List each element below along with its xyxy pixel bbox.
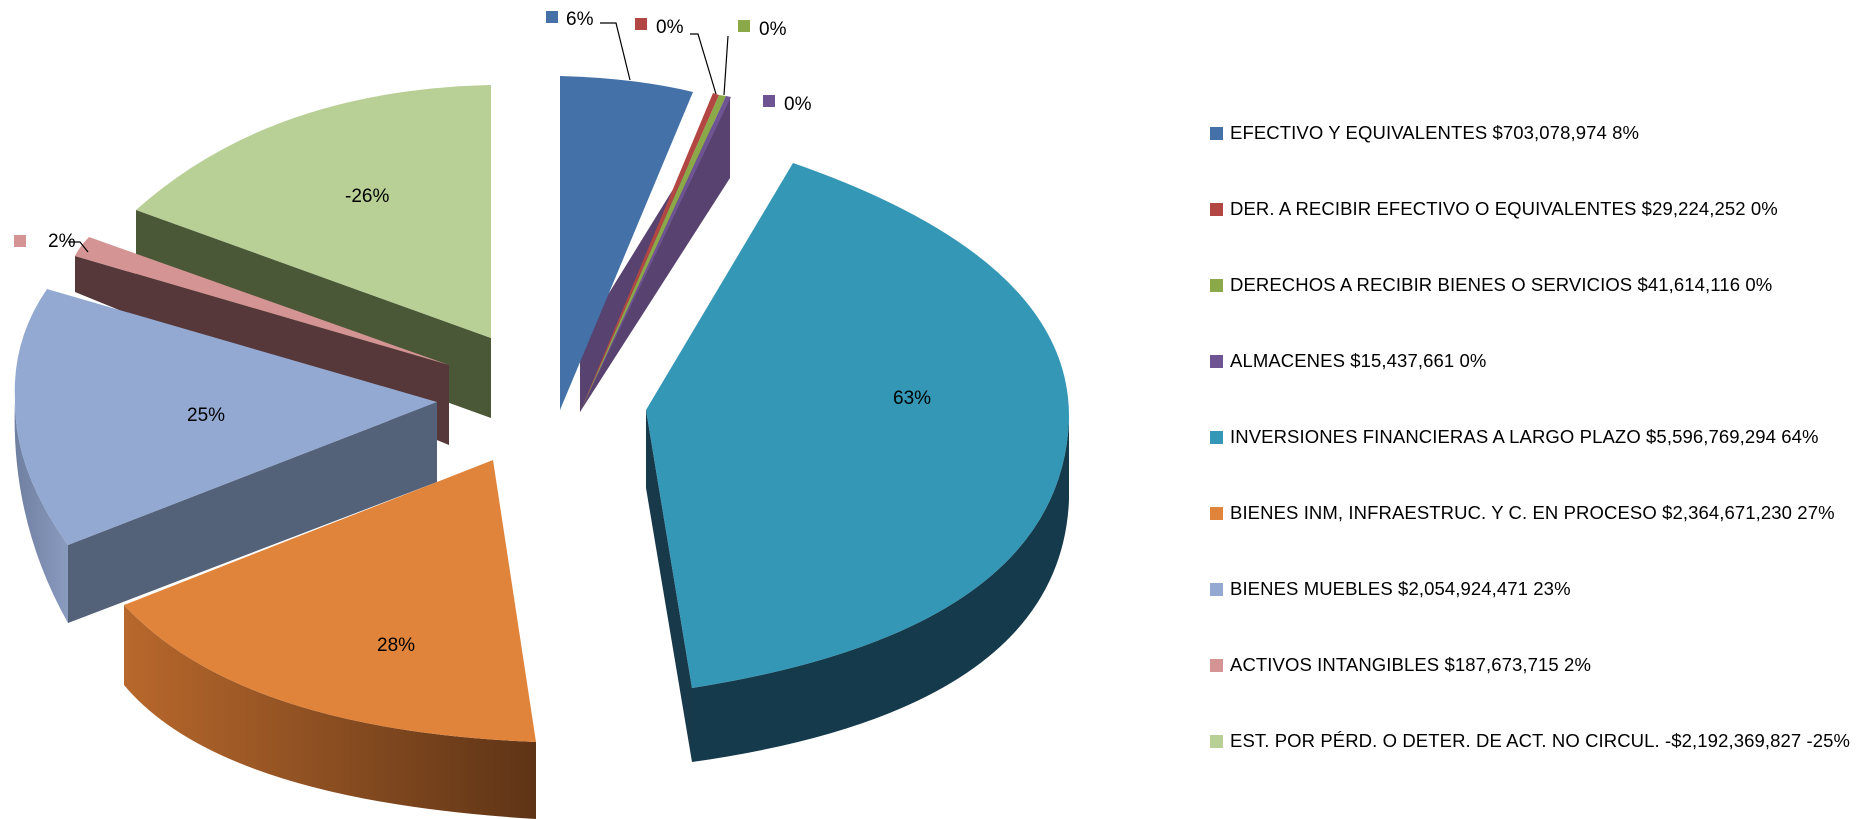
legend-label: INVERSIONES FINANCIERAS A LARGO PLAZO $5… [1230,426,1819,447]
pie-slice-inversiones-side [646,410,692,762]
pie-slice-derechos-bienes [580,95,726,412]
legend-swatch [1210,582,1223,596]
legend-swatch [1210,354,1223,368]
legend-item-activos-intangibles: ACTIVOS INTANGIBLES $187,673,715 2% [1210,652,1591,678]
legend-label: DER. A RECIBIR EFECTIVO O EQUIVALENTES $… [1230,198,1778,219]
data-label-estimacion-perdida: -26% [345,186,389,207]
legend-swatch [1210,278,1223,292]
pie-slice-bienes-muebles [14,289,438,545]
svg-text:2%: 2% [48,231,76,252]
legend-label: BIENES INM, INFRAESTRUC. Y C. EN PROCESO… [1230,502,1835,523]
pie-slice-bienes-muebles-side [68,402,437,623]
pie-slice-bienes-inmuebles [124,460,536,742]
legend-item-efectivo: EFECTIVO Y EQUIVALENTES $703,078,974 8% [1210,120,1639,146]
pie-slice-almacenes [580,96,731,412]
legend-item-bienes-inmuebles: BIENES INM, INFRAESTRUC. Y C. EN PROCESO… [1210,500,1835,526]
data-label-almacenes: 0% [763,94,812,115]
leader-line-activos-intangibles [68,241,89,253]
svg-text:0%: 0% [784,94,812,115]
legend-swatch [1210,734,1223,748]
data-label-efectivo: 6% [546,9,594,30]
leader-line-derechos-efectivo [690,33,717,95]
pie-slice-inversiones [646,163,1070,688]
svg-text:6%: 6% [566,9,594,30]
pie-slice-bienes-inmuebles-side [124,605,536,819]
legend-swatch [1210,506,1223,520]
legend-label: ALMACENES $15,437,661 0% [1230,350,1487,371]
data-label-bienes-muebles: 25% [187,405,225,426]
pie-slice-inversiones-rim [692,420,1069,762]
legend-item-almacenes: ALMACENES $15,437,661 0% [1210,348,1486,374]
legend-label: BIENES MUEBLES $2,054,924,471 23% [1230,578,1571,599]
legend-swatch [1210,126,1223,140]
legend-item-inversiones: INVERSIONES FINANCIERAS A LARGO PLAZO $5… [1210,424,1819,450]
pie-slice-efectivo [560,76,693,410]
data-label-inversiones: 63% [893,388,931,409]
legend-swatch [1210,202,1223,216]
svg-text:0%: 0% [759,19,787,40]
pie-slice-bienes-muebles-rim [14,400,69,623]
legend-label: ACTIVOS INTANGIBLES $187,673,715 2% [1230,654,1591,675]
legend-item-bienes-muebles: BIENES MUEBLES $2,054,924,471 23% [1210,576,1571,602]
pie-slice-estimacion-perdida [136,85,491,338]
data-label-activos-intangibles: 2% [14,231,76,252]
svg-text:0%: 0% [656,17,684,38]
data-label-bienes-inmuebles: 28% [377,635,415,656]
legend-label: EST. POR PÉRD. O DETER. DE ACT. NO CIRCU… [1230,730,1851,751]
data-label-derechos-efectivo: 0% [635,17,684,38]
leader-line-efectivo [600,22,631,81]
legend-label: EFECTIVO Y EQUIVALENTES $703,078,974 8% [1230,122,1640,143]
legend-swatch [1210,658,1223,672]
legend-item-derechos-efectivo: DER. A RECIBIR EFECTIVO O EQUIVALENTES $… [1210,196,1778,222]
legend-item-derechos-bienes: DERECHOS A RECIBIR BIENES O SERVICIOS $4… [1210,272,1772,298]
pie-slice-activos-intangibles [75,237,449,365]
leader-line-derechos-bienes [723,35,729,96]
legend-swatch [1210,430,1223,444]
legend-item-estimacion-perdida: EST. POR PÉRD. O DETER. DE ACT. NO CIRCU… [1210,728,1850,754]
data-label-derechos-bienes: 0% [738,19,787,40]
pie-slice-derechos-efectivo [580,93,719,412]
legend-label: DERECHOS A RECIBIR BIENES O SERVICIOS $4… [1230,274,1773,295]
